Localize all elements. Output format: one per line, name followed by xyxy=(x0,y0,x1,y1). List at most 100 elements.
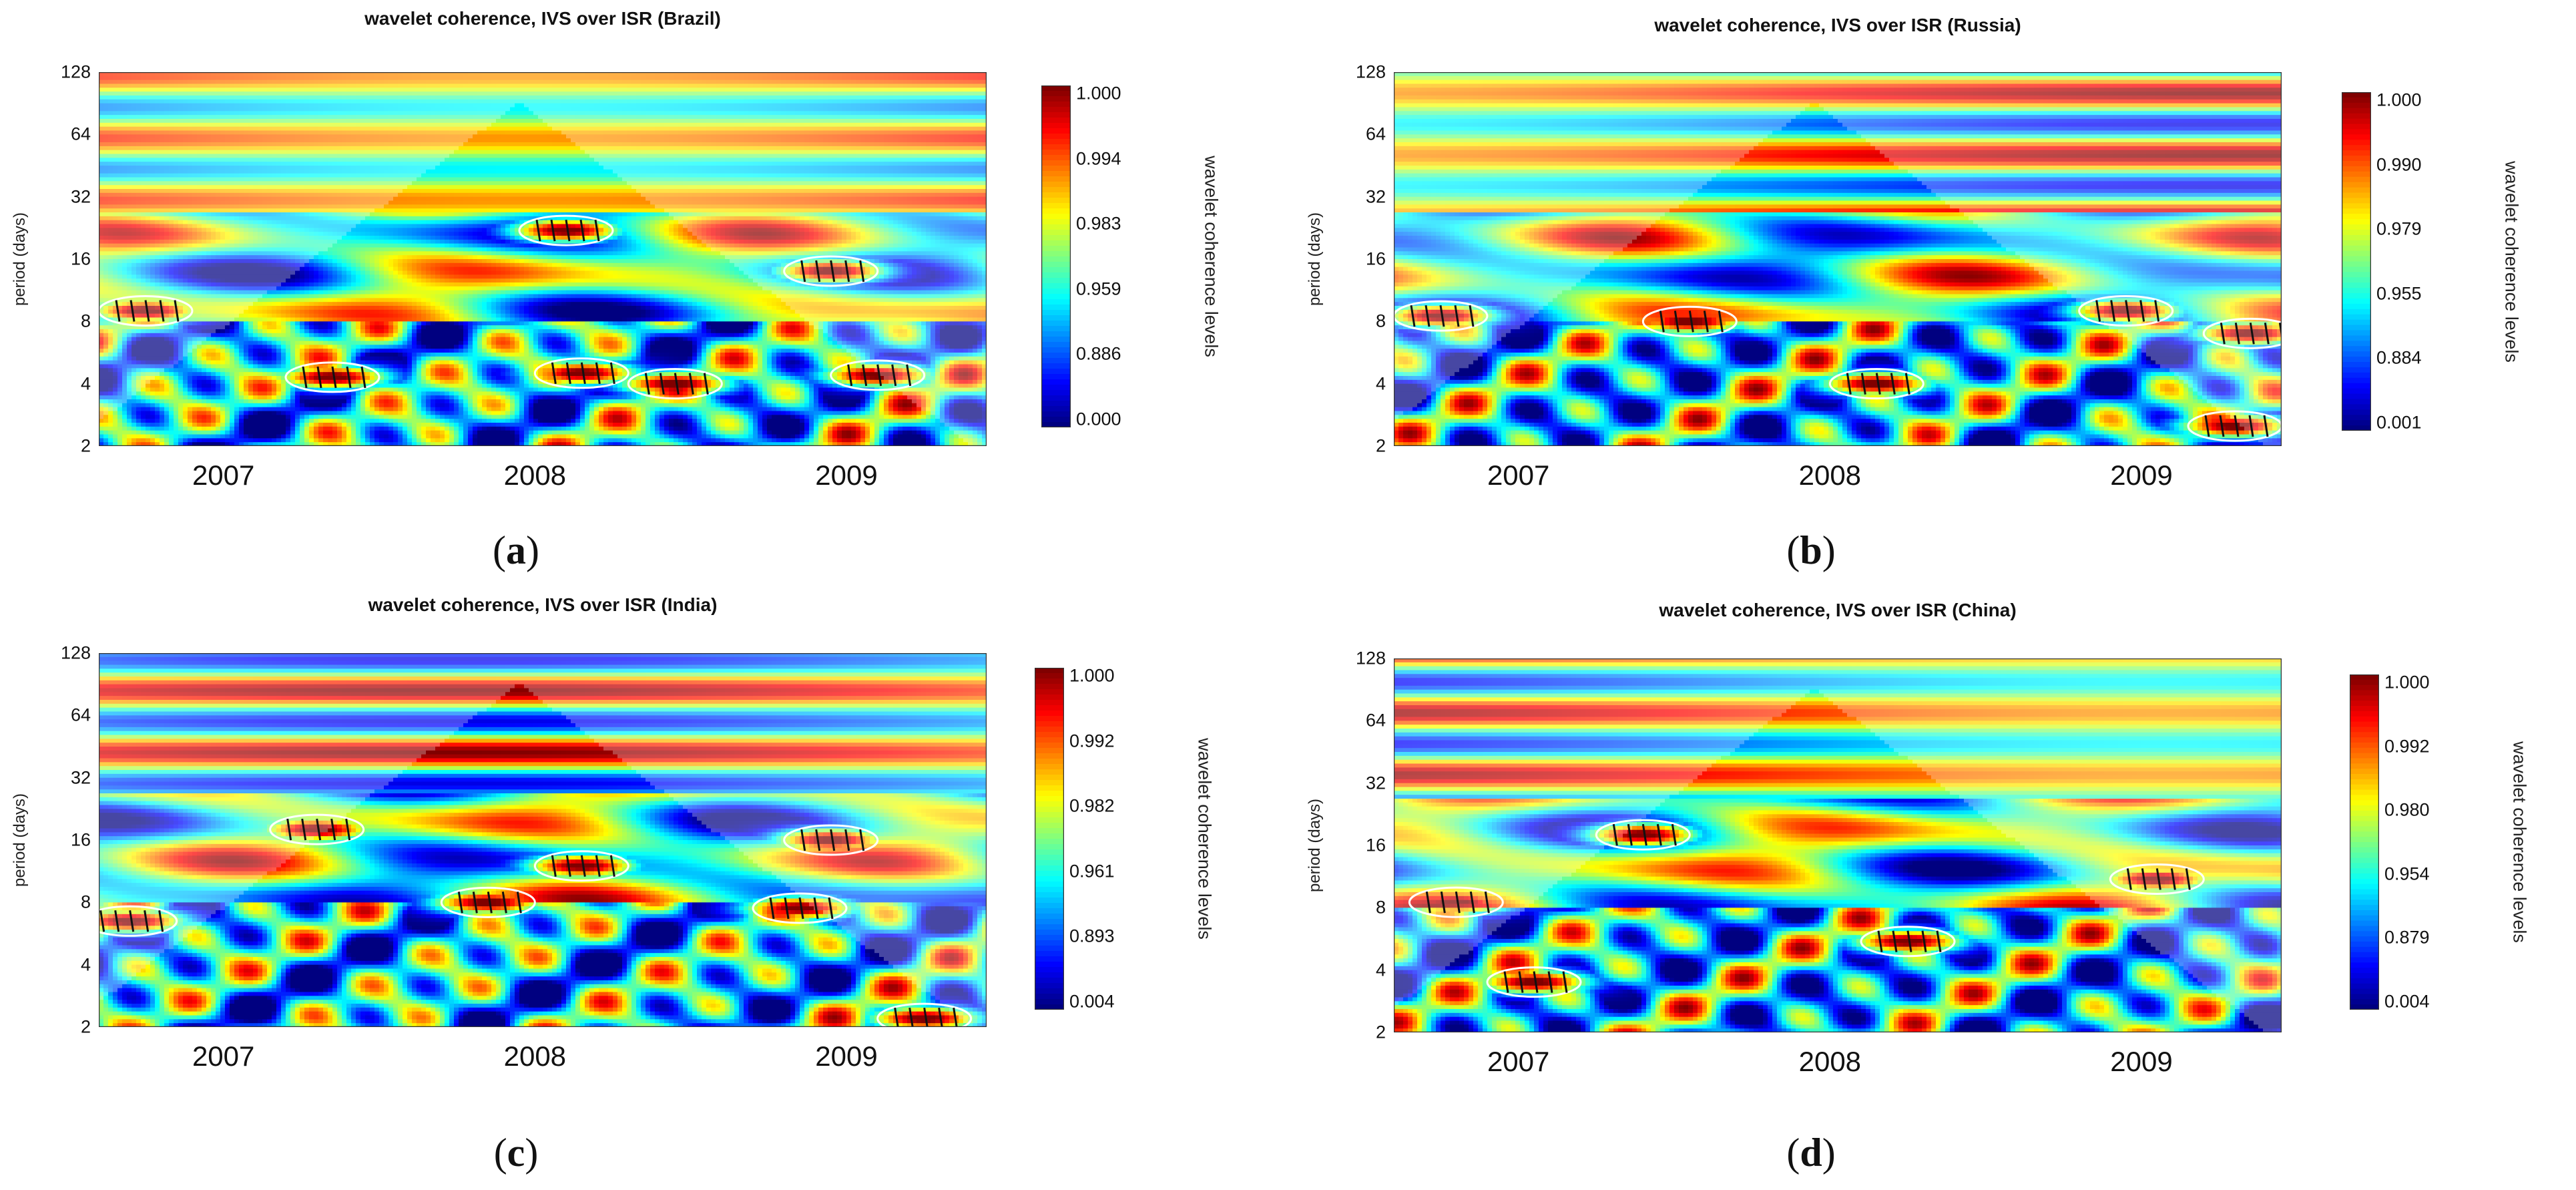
coherence-cell xyxy=(169,255,174,259)
coherence-cell xyxy=(253,174,258,178)
coherence-cell xyxy=(234,286,240,290)
coherence-cell xyxy=(248,80,254,84)
coherence-cell xyxy=(127,395,132,399)
coherence-cell xyxy=(202,271,207,275)
coherence-cell xyxy=(290,146,296,150)
coherence-cell xyxy=(174,255,179,259)
coherence-cell xyxy=(272,321,277,325)
coherence-cell xyxy=(337,189,342,193)
coherence-cell xyxy=(253,321,258,325)
coherence-cell xyxy=(146,411,151,415)
coherence-cell xyxy=(127,236,132,240)
coherence-cell xyxy=(169,146,174,150)
coherence-cell xyxy=(108,438,113,442)
coherence-cell xyxy=(225,131,230,135)
coherence-cell xyxy=(234,384,240,388)
coherence-cell xyxy=(314,142,319,146)
coherence-cell xyxy=(309,286,314,290)
coherence-cell xyxy=(150,415,156,419)
coherence-cell xyxy=(258,204,263,208)
coherence-cell xyxy=(239,193,244,197)
coherence-cell xyxy=(150,438,156,442)
coherence-cell xyxy=(276,411,282,415)
coherence-cell xyxy=(117,146,123,150)
coherence-cell xyxy=(132,407,137,411)
coherence-cell xyxy=(286,208,291,212)
coherence-cell xyxy=(318,321,324,325)
coherence-cell xyxy=(178,174,184,178)
coherence-cell xyxy=(323,349,328,353)
coherence-cell xyxy=(290,95,296,100)
coherence-cell xyxy=(262,341,268,345)
coherence-cell xyxy=(178,290,184,294)
coherence-cell xyxy=(197,248,202,252)
coherence-cell xyxy=(244,138,249,142)
coherence-cell xyxy=(272,431,277,435)
coherence-cell xyxy=(276,189,282,193)
coherence-cell xyxy=(136,131,142,135)
coherence-cell xyxy=(188,134,193,138)
coherence-cell xyxy=(304,263,310,267)
coherence-cell xyxy=(183,271,188,275)
coherence-cell xyxy=(225,244,230,248)
coherence-cell xyxy=(286,251,291,255)
coherence-cell xyxy=(202,185,207,189)
coherence-cell xyxy=(239,321,244,325)
coherence-cell xyxy=(234,80,240,84)
coherence-cell xyxy=(304,220,310,224)
coherence-cell xyxy=(267,306,272,310)
coherence-cell xyxy=(267,100,272,104)
coherence-cell xyxy=(178,158,184,162)
coherence-cell xyxy=(136,274,142,278)
coherence-cell xyxy=(281,251,286,255)
coherence-cell xyxy=(225,419,230,423)
coherence-cell xyxy=(286,357,291,361)
coherence-cell xyxy=(286,146,291,150)
coherence-cell xyxy=(136,298,142,302)
coherence-cell xyxy=(286,104,291,108)
coherence-cell xyxy=(328,267,333,271)
coherence-cell xyxy=(202,138,207,142)
coherence-cell xyxy=(113,84,118,88)
coherence-cell xyxy=(206,294,212,299)
coherence-cell xyxy=(146,376,151,380)
coherence-cell xyxy=(113,174,118,178)
coherence-cell xyxy=(290,438,296,442)
coherence-cell xyxy=(206,87,212,91)
coherence-cell xyxy=(141,212,146,216)
coherence-cell xyxy=(230,294,235,299)
coherence-cell xyxy=(174,138,179,142)
coherence-cell xyxy=(117,286,123,290)
coherence-cell xyxy=(108,158,113,162)
coherence-cell xyxy=(113,131,118,135)
coherence-cell xyxy=(281,232,286,236)
coherence-cell xyxy=(150,274,156,278)
coherence-cell xyxy=(202,290,207,294)
coherence-cell xyxy=(206,104,212,108)
coherence-cell xyxy=(206,372,212,376)
coherence-cell xyxy=(309,337,314,341)
coherence-cell xyxy=(122,302,127,306)
coherence-cell xyxy=(276,423,282,427)
coherence-cell xyxy=(300,212,305,216)
coherence-cell xyxy=(122,201,127,205)
coherence-cell xyxy=(206,263,212,267)
coherence-cell xyxy=(286,399,291,403)
coherence-cell xyxy=(174,407,179,411)
coherence-cell xyxy=(239,108,244,112)
coherence-cell xyxy=(141,142,146,146)
coherence-cell xyxy=(206,395,212,399)
coherence-cell xyxy=(220,170,226,174)
coherence-cell xyxy=(146,162,151,166)
coherence-cell xyxy=(122,84,127,88)
coherence-cell xyxy=(141,380,146,384)
coherence-cell xyxy=(192,154,198,158)
coherence-cell xyxy=(169,84,174,88)
coherence-cell xyxy=(253,248,258,252)
coherence-cell xyxy=(239,212,244,216)
coherence-cell xyxy=(127,353,132,357)
coherence-cell xyxy=(146,185,151,189)
coherence-cell xyxy=(192,388,198,392)
coherence-cell xyxy=(225,329,230,333)
coherence-cell xyxy=(220,380,226,384)
